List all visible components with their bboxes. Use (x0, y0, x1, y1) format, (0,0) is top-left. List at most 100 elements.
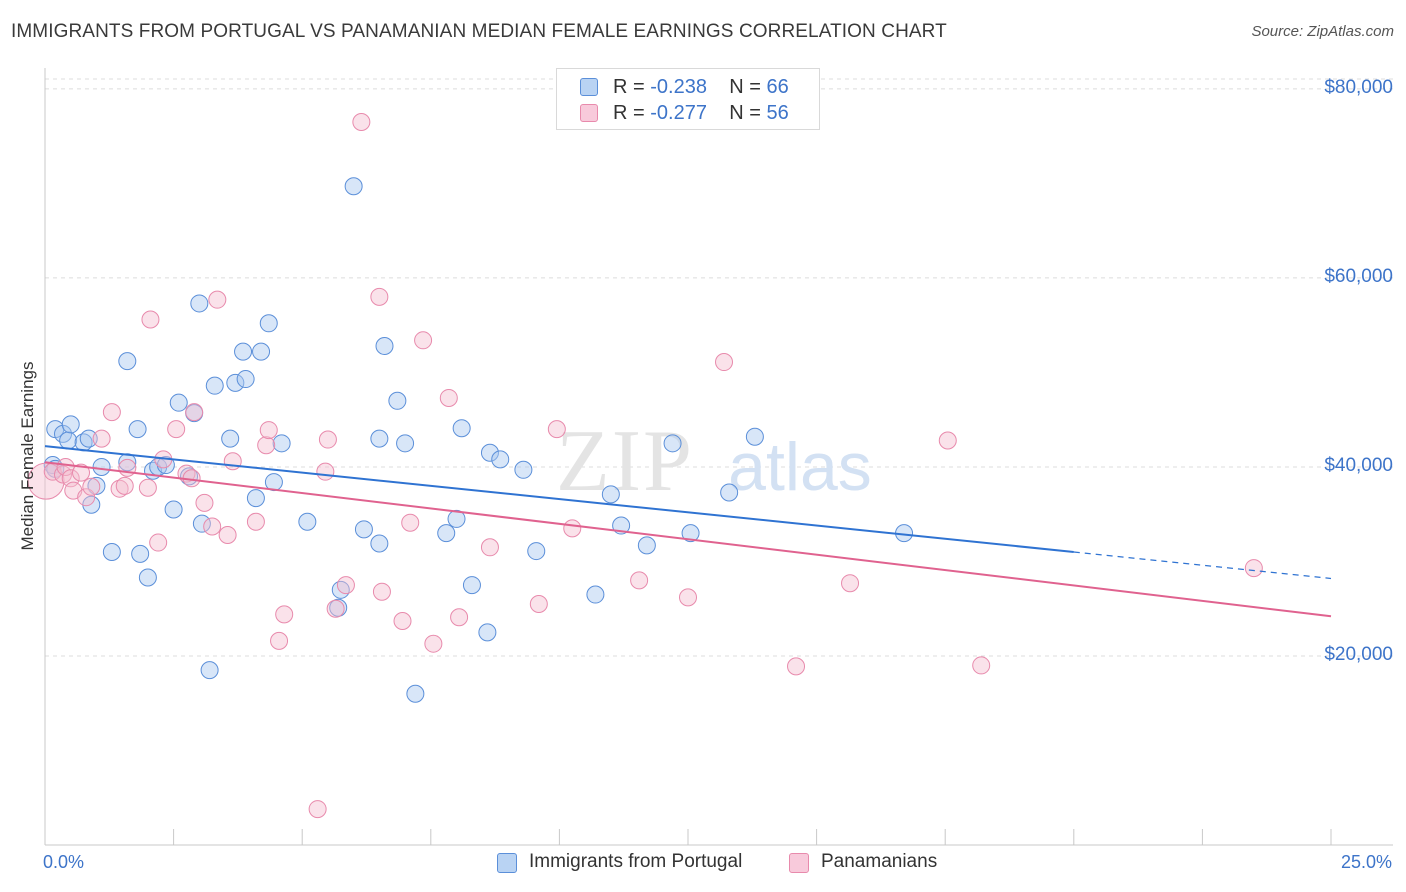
data-point (102, 543, 121, 562)
data-point (439, 388, 458, 407)
data-point (87, 476, 106, 495)
data-point (393, 612, 412, 631)
data-point (236, 370, 255, 389)
data-point (259, 421, 278, 440)
trend-line-panamanians (44, 461, 1332, 618)
data-point (681, 524, 700, 543)
data-point (203, 517, 222, 536)
data-point (372, 582, 391, 601)
axes (44, 68, 1393, 846)
data-point (344, 177, 363, 196)
data-point (131, 544, 150, 563)
legend-swatch-blue (497, 853, 517, 873)
data-point (138, 568, 157, 587)
data-point (169, 393, 188, 412)
data-point (1244, 559, 1263, 578)
data-point (527, 542, 546, 561)
data-point (601, 485, 620, 504)
r-label: R = (613, 76, 651, 98)
data-point (221, 429, 240, 448)
data-point (200, 661, 219, 680)
data-point (586, 585, 605, 604)
y-tick-label: $80,000 (1324, 76, 1393, 98)
watermark-atlas: atlas (728, 429, 872, 505)
y-tick-label: $60,000 (1324, 265, 1393, 287)
data-point (326, 599, 345, 618)
data-point (370, 429, 389, 448)
data-point (529, 594, 548, 613)
data-point (787, 657, 806, 676)
data-point (164, 500, 183, 519)
watermark: ZIP atlas (556, 413, 872, 510)
data-point (110, 479, 129, 498)
data-point (246, 512, 265, 531)
data-point (82, 477, 101, 496)
data-point (205, 376, 224, 395)
data-point (234, 342, 253, 361)
data-point (452, 419, 471, 438)
data-point (259, 314, 278, 333)
trend-line-portugal (44, 445, 1074, 554)
data-point (375, 336, 394, 355)
data-point (270, 631, 289, 650)
data-point (396, 434, 415, 453)
y-tick-label: $20,000 (1324, 643, 1393, 665)
data-point (480, 443, 499, 462)
data-point (246, 489, 265, 508)
data-point (406, 684, 425, 703)
data-point (208, 290, 227, 309)
data-point (478, 623, 497, 642)
x-tick-min: 0.0% (43, 852, 85, 872)
data-point (388, 391, 407, 410)
correlation-legend: R = -0.238 N = 66 R = -0.277 N = 56 (556, 68, 820, 130)
x-tick-max: 25.0% (1340, 852, 1392, 872)
data-point (167, 420, 186, 439)
data-point (138, 478, 157, 497)
data-point (141, 310, 160, 329)
data-point (972, 656, 991, 675)
r-value: -0.277 (650, 102, 707, 124)
data-point (370, 534, 389, 553)
data-point (841, 574, 860, 593)
y-tick-label: $40,000 (1324, 454, 1393, 476)
data-point (128, 420, 147, 439)
data-point (745, 427, 764, 446)
data-point (336, 576, 355, 595)
data-point (195, 493, 214, 512)
trend-line-portugal-extension (1073, 551, 1332, 580)
data-point (331, 580, 350, 599)
data-point (275, 605, 294, 624)
data-point (190, 294, 209, 313)
data-point (663, 434, 682, 453)
data-point (401, 513, 420, 532)
data-point (318, 430, 337, 449)
legend-label-panamanians: Panamanians (821, 851, 938, 872)
data-point (352, 112, 371, 131)
data-point (491, 450, 510, 469)
data-point (630, 571, 649, 590)
data-point (185, 403, 204, 422)
data-point (354, 520, 373, 539)
legend-swatch-pink (789, 853, 809, 873)
data-point (563, 519, 582, 538)
data-point (118, 352, 137, 371)
data-point (192, 514, 211, 533)
data-point (298, 512, 317, 531)
data-point (223, 452, 242, 471)
data-point (938, 431, 957, 450)
data-point (92, 457, 111, 476)
n-label: N = (729, 76, 767, 98)
data-point (61, 415, 80, 434)
data-point (102, 403, 121, 422)
chart-source: Source: ZipAtlas.com (1251, 23, 1394, 40)
legend-text-panamanians: R = -0.277 N = 56 (613, 102, 789, 125)
data-point (92, 429, 111, 448)
data-point (414, 331, 433, 350)
data-point (450, 608, 469, 627)
data-point (514, 460, 533, 479)
data-point (252, 342, 271, 361)
data-point (462, 576, 481, 595)
chart-title: IMMIGRANTS FROM PORTUGAL VS PANAMANIAN M… (11, 21, 947, 42)
data-point (715, 353, 734, 372)
